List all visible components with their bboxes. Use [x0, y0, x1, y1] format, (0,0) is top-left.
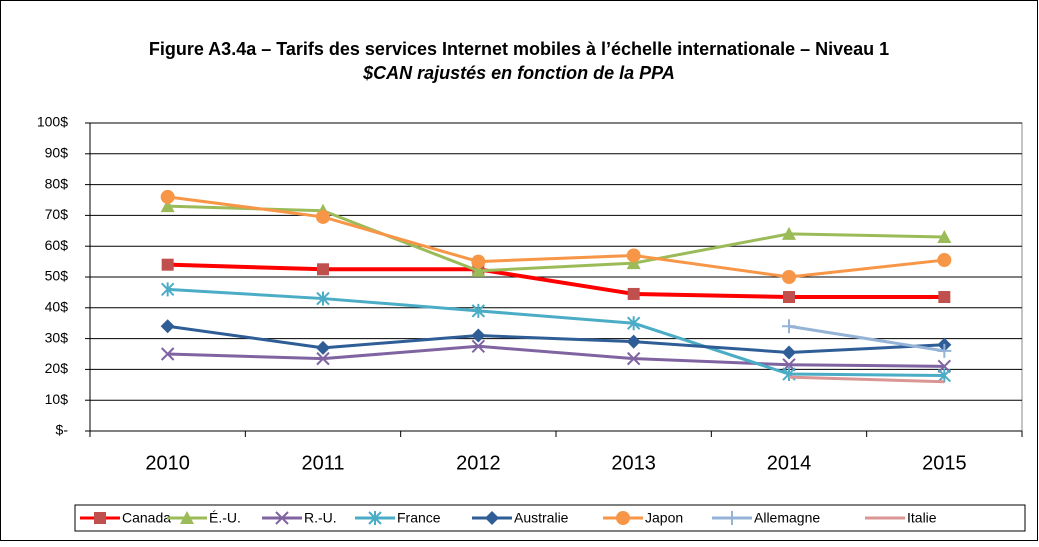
- data-point: [782, 270, 796, 284]
- chart-subtitle: $CAN rajustés en fonction de la PPA: [362, 63, 675, 83]
- data-point: [471, 303, 486, 318]
- series-line: [167, 195, 945, 279]
- data-point: [782, 226, 796, 240]
- data-point: [316, 351, 330, 366]
- data-point: [627, 287, 640, 300]
- legend-label: R.-U.: [304, 510, 337, 526]
- data-point: [783, 291, 795, 304]
- data-point: [471, 339, 486, 354]
- data-point: [161, 258, 174, 271]
- series-line: [167, 324, 945, 354]
- data-point: [626, 351, 641, 366]
- series-line: [788, 324, 945, 353]
- legend-label: Japon: [645, 510, 683, 526]
- legend-label: Australie: [514, 510, 569, 526]
- y-tick-label: 10$: [45, 391, 69, 407]
- x-tick-label: 2015: [922, 452, 967, 474]
- y-tick-label: 20$: [45, 360, 69, 376]
- legend-marker: [485, 511, 499, 525]
- data-point: [471, 328, 486, 343]
- data-point: [160, 199, 175, 213]
- data-point: [160, 319, 175, 334]
- y-tick-label: 40$: [45, 299, 69, 315]
- y-tick-label: $-: [56, 422, 69, 438]
- legend-marker: [616, 511, 630, 525]
- data-point: [316, 340, 330, 355]
- series-line: [167, 287, 945, 378]
- x-tick-label: 2012: [456, 452, 501, 474]
- data-point: [937, 343, 952, 358]
- y-tick-label: 80$: [45, 175, 69, 191]
- legend-marker: [180, 511, 194, 524]
- data-point: [317, 263, 329, 276]
- data-point: [626, 316, 641, 331]
- data-point: [471, 254, 486, 269]
- x-tick-label: 2014: [767, 452, 812, 474]
- data-point: [938, 291, 951, 304]
- x-tick-label: 2010: [145, 452, 190, 474]
- legend-marker: [275, 511, 289, 525]
- legend-marker: [368, 511, 382, 525]
- data-point: [782, 345, 796, 360]
- legend-label: Italie: [907, 510, 937, 526]
- y-tick-label: 70$: [45, 206, 69, 222]
- data-point: [160, 189, 175, 204]
- legend-label: É.-U.: [209, 510, 241, 526]
- y-tick-label: 60$: [45, 237, 69, 253]
- chart-title: Figure A3.4a – Tarifs des services Inter…: [149, 39, 889, 59]
- data-point: [160, 347, 175, 361]
- data-point: [316, 291, 330, 306]
- data-point: [937, 253, 952, 268]
- series-line: [167, 262, 945, 300]
- series-line: [167, 344, 945, 368]
- series-line: [167, 204, 945, 273]
- data-point: [316, 209, 330, 224]
- data-point: [626, 256, 641, 270]
- data-point: [471, 263, 486, 277]
- x-tick-label: 2011: [301, 452, 344, 474]
- legend-label: Canada: [122, 510, 171, 526]
- legend-label: France: [397, 510, 441, 526]
- data-point: [626, 248, 641, 263]
- data-point: [160, 282, 175, 297]
- series-line: [788, 375, 945, 384]
- x-tick-label: 2013: [611, 452, 656, 474]
- y-tick-label: 30$: [45, 329, 69, 345]
- data-point: [782, 319, 796, 334]
- legend-label: Allemagne: [754, 510, 820, 526]
- y-tick-label: 90$: [45, 145, 69, 161]
- y-tick-label: 50$: [45, 268, 69, 284]
- legend-marker: [725, 511, 739, 525]
- y-tick-label: 100$: [37, 114, 68, 130]
- data-point: [937, 229, 952, 243]
- legend-marker: [94, 512, 106, 524]
- data-point: [626, 334, 641, 349]
